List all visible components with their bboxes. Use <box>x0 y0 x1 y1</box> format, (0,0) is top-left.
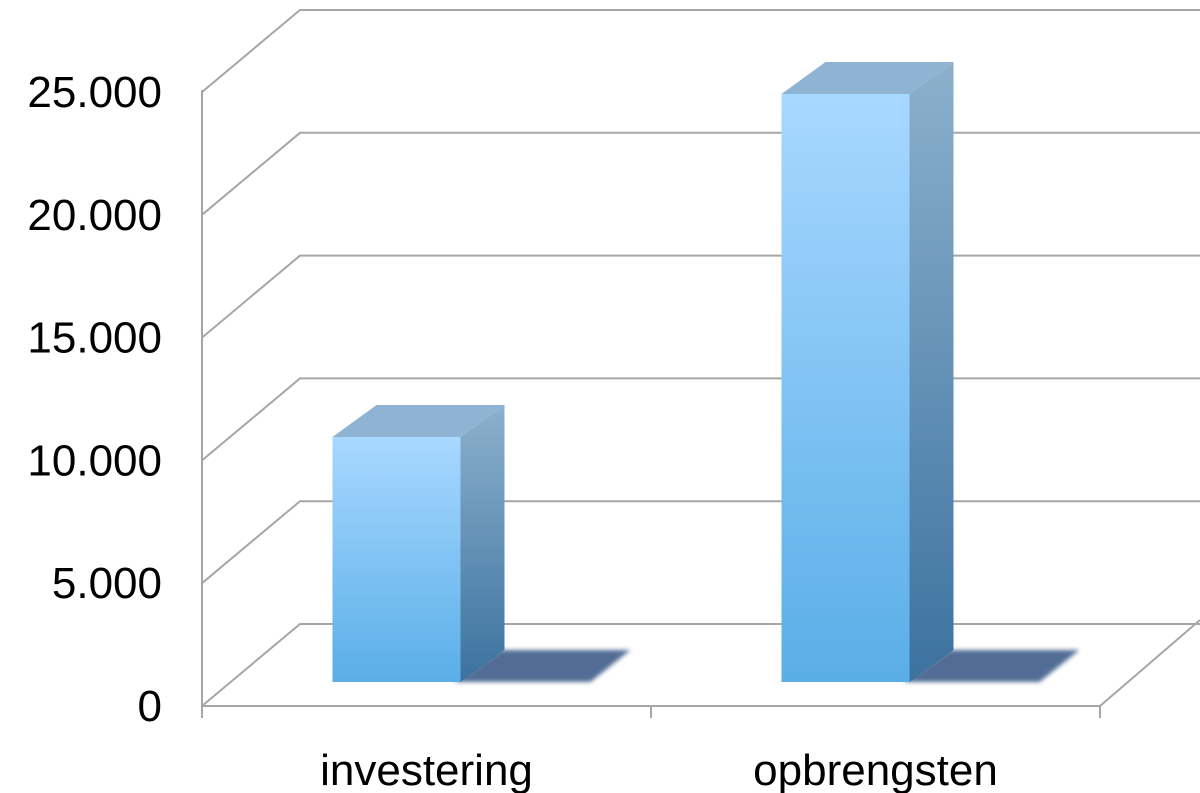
gridline <box>201 9 1200 93</box>
bar-shadow <box>903 650 1080 682</box>
bar-shadow <box>454 650 631 682</box>
labels: 0 5.000 10.000 15.000 20.000 25.000 investerin… <box>27 68 997 793</box>
bar-front-face <box>332 437 461 682</box>
bar-top-face <box>332 405 505 437</box>
floor-edge <box>1099 619 1200 707</box>
y-tick-label: 20.000 <box>27 191 162 240</box>
gridline <box>201 131 1200 216</box>
y-tick-label: 25.000 <box>27 68 162 117</box>
bars <box>332 62 1080 682</box>
gridline <box>201 254 1200 339</box>
y-tick-label: 0 <box>138 682 162 731</box>
y-tick-label: 15.000 <box>27 314 162 363</box>
y-tick-label: 5.000 <box>52 559 162 608</box>
bar-top-face <box>781 62 954 94</box>
y-tick-label: 10.000 <box>27 436 162 485</box>
bar-side-face <box>460 405 505 682</box>
x-category-label: investering <box>320 746 533 793</box>
bar-front-face <box>781 94 910 682</box>
x-category-label: opbrengsten <box>753 746 998 793</box>
axes <box>201 90 1101 718</box>
bar-side-face <box>909 62 954 682</box>
